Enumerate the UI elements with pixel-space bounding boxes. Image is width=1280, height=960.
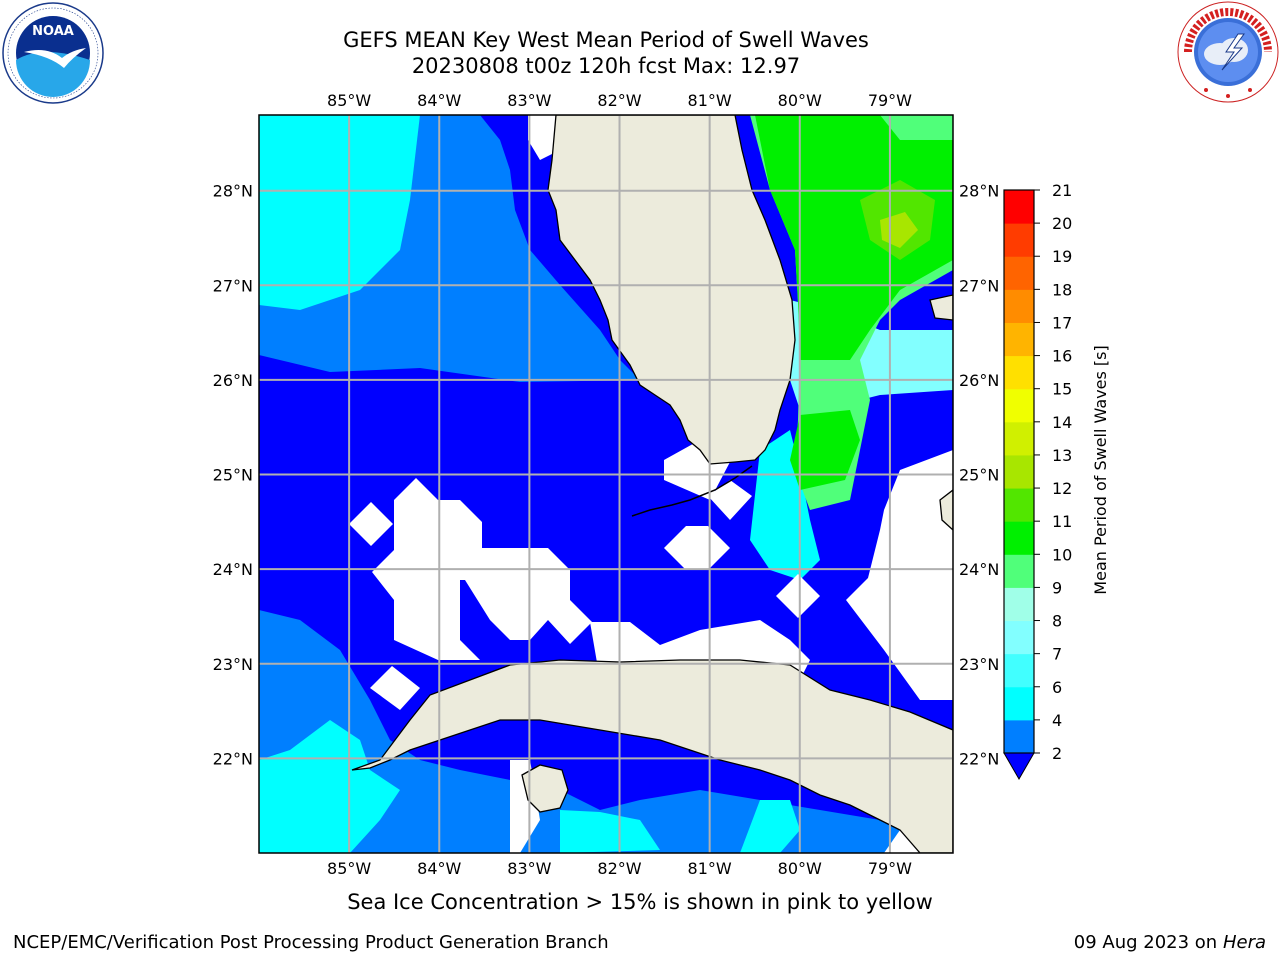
- lon-label-bottom: 85°W: [327, 859, 371, 878]
- colorbar-tick-label: 10: [1052, 545, 1072, 564]
- colorbar-tick-label: 17: [1052, 313, 1072, 332]
- colorbar-label: Mean Period of Swell Waves [s]: [1091, 345, 1110, 594]
- swell-field-10-11: [755, 115, 953, 360]
- swell-field-6-7-straits: [750, 430, 820, 580]
- lat-label-left: 26°N: [213, 371, 253, 390]
- lat-label-right: 25°N: [959, 466, 999, 485]
- colorbar-tick-label: 7: [1052, 645, 1062, 664]
- lat-label-left: 22°N: [213, 749, 253, 768]
- colorbar-segment: [1004, 554, 1034, 588]
- lon-label-top: 81°W: [688, 91, 732, 110]
- swell-field-6-7-s: [560, 810, 660, 853]
- colorbar-tick-label: 19: [1052, 247, 1072, 266]
- footer-credit: NCEP/EMC/Verification Post Processing Pr…: [13, 932, 609, 953]
- lat-label-right: 26°N: [959, 371, 999, 390]
- colorbar-tick-label: 18: [1052, 280, 1072, 299]
- colorbar-segment: [1004, 223, 1034, 257]
- colorbar-segment: [1004, 388, 1034, 423]
- land-bahamas: [929, 294, 953, 321]
- lon-label-top: 83°W: [507, 91, 551, 110]
- colorbar-tick-label: 6: [1052, 678, 1062, 697]
- sea-ice-caption: Sea Ice Concentration > 15% is shown in …: [347, 890, 933, 914]
- land-florida: [547, 115, 796, 465]
- colorbar-tick-label: 13: [1052, 446, 1072, 465]
- lat-label-right: 24°N: [959, 560, 999, 579]
- colorbar-segment: [1004, 521, 1034, 555]
- colorbar-segment: [1004, 355, 1034, 390]
- colorbar: 2 4 6 7 8 9 10 11 12 13 14 15 16 17 18 19 20 21: [1003, 181, 1072, 781]
- lon-label-bottom: 82°W: [597, 859, 641, 878]
- lat-label-right: 23°N: [959, 655, 999, 674]
- colorbar-tick-label: 16: [1052, 347, 1072, 366]
- colorbar-tick-label: 4: [1052, 711, 1062, 730]
- lat-label-left: 27°N: [213, 276, 253, 295]
- colorbar-tick-label: 12: [1052, 479, 1072, 498]
- colorbar-tick-label: 20: [1052, 214, 1072, 233]
- lon-label-bottom: 81°W: [688, 859, 732, 878]
- colorbar-segment: [1004, 587, 1034, 622]
- lon-label-top: 85°W: [327, 91, 371, 110]
- chart-title: GEFS MEAN Key West Mean Period of Swell …: [343, 28, 869, 52]
- map-axis-labels: 85°W 85°W 84°W 84°W 83°W 83°W 82°W 82°W 81°W 81°W…: [213, 91, 1000, 878]
- swell-field-6-7-sw: [259, 720, 400, 853]
- land-andros: [939, 489, 953, 531]
- colorbar-tick-label: 15: [1052, 380, 1072, 399]
- lon-label-bottom: 79°W: [868, 859, 912, 878]
- colorbar-tick-label: 14: [1052, 413, 1072, 432]
- colorbar-tick-label: 21: [1052, 181, 1072, 200]
- lon-label-top: 82°W: [597, 91, 641, 110]
- colorbar-segment: [1004, 719, 1034, 754]
- lat-label-left: 28°N: [213, 182, 253, 201]
- lat-label-left: 24°N: [213, 560, 253, 579]
- lat-label-left: 25°N: [213, 466, 253, 485]
- swell-field-6-7-nw: [259, 115, 420, 310]
- colorbar-segment: [1004, 653, 1034, 688]
- noaa-logo: NOAA: [2, 2, 104, 104]
- colorbar-segment: [1004, 421, 1034, 456]
- footer-date: 09 Aug 2023 on Hera: [1074, 932, 1266, 953]
- footer-host: Hera: [1222, 932, 1266, 953]
- colorbar-segment: [1004, 454, 1034, 489]
- colorbar-segment: [1004, 488, 1034, 522]
- lon-label-bottom: 80°W: [778, 859, 822, 878]
- colorbar-segment: [1004, 620, 1034, 655]
- colorbar-segment: [1004, 190, 1034, 224]
- lon-label-top: 84°W: [417, 91, 461, 110]
- colorbar-segment: [1004, 686, 1034, 721]
- footer-date-text: 09 Aug 2023 on: [1073, 932, 1218, 953]
- colorbar-segment: [1004, 289, 1034, 323]
- svg-text:NOAA: NOAA: [32, 24, 74, 39]
- colorbar-extend-arrow: [1003, 752, 1035, 781]
- colorbar-tick-label: 8: [1052, 612, 1062, 631]
- colorbar-tick-label: 2: [1052, 744, 1062, 763]
- swell-field-10-11-keys: [790, 410, 860, 490]
- map-frame: [258, 114, 954, 854]
- lat-label-right: 27°N: [959, 276, 999, 295]
- colorbar-segment: [1004, 322, 1034, 357]
- map-area: [259, 115, 953, 853]
- nws-logo: [1177, 1, 1279, 103]
- colorbar-tick-label: 9: [1052, 578, 1062, 597]
- chart-subtitle: 20230808 t00z 120h fcst Max: 12.97: [411, 54, 801, 78]
- lon-label-top: 80°W: [778, 91, 822, 110]
- lon-label-top: 79°W: [868, 91, 912, 110]
- lon-label-bottom: 83°W: [507, 859, 551, 878]
- lat-label-right: 22°N: [959, 749, 999, 768]
- colorbar-segment: [1004, 256, 1034, 290]
- colorbar-tick-label: 11: [1052, 512, 1072, 531]
- swell-field-4-6-south: [259, 610, 953, 853]
- map-gridlines: [259, 115, 953, 853]
- lat-label-right: 28°N: [959, 182, 999, 201]
- colorbar-frame: [1003, 189, 1035, 754]
- swell-field-6-7-se: [740, 800, 800, 853]
- land-florida-keys: [631, 465, 753, 517]
- lon-label-bottom: 84°W: [417, 859, 461, 878]
- lat-label-left: 23°N: [213, 655, 253, 674]
